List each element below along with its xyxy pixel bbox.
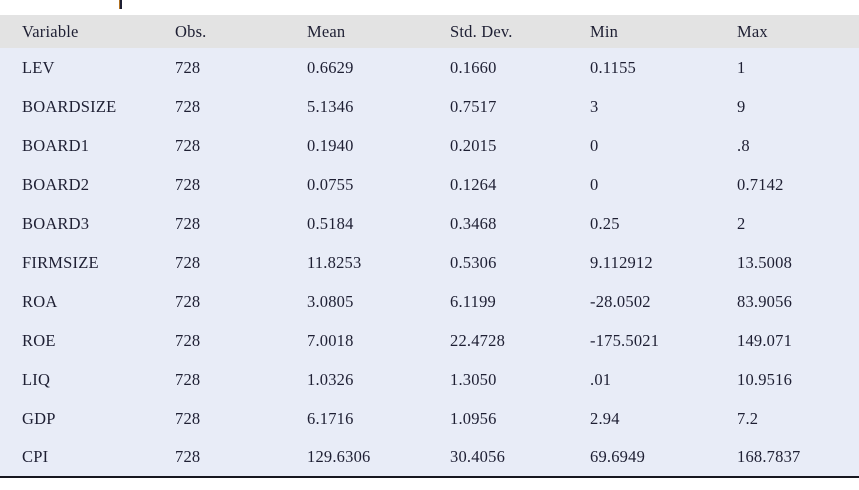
variable-name: BOARD2	[0, 165, 175, 204]
cell-min: -28.0502	[590, 282, 737, 321]
cell-max: 10.9516	[737, 360, 859, 399]
cell-min: 3	[590, 87, 737, 126]
variable-name: BOARD1	[0, 126, 175, 165]
variable-name: LIQ	[0, 360, 175, 399]
variable-name: GDP	[0, 399, 175, 438]
cell-min: -175.5021	[590, 321, 737, 360]
cell-obs: 728	[175, 243, 307, 282]
cell-max: 149.071	[737, 321, 859, 360]
cell-obs: 728	[175, 87, 307, 126]
cell-obs: 728	[175, 399, 307, 438]
cell-mean: 5.1346	[307, 87, 450, 126]
cell-std-dev: 0.1660	[450, 48, 590, 87]
variable-name: BOARDSIZE	[0, 87, 175, 126]
cell-std-dev: 0.1264	[450, 165, 590, 204]
cell-mean: 0.5184	[307, 204, 450, 243]
cell-mean: 11.8253	[307, 243, 450, 282]
cell-min: 0	[590, 165, 737, 204]
table-row-firmsize: FIRMSIZE 728 11.8253 0.5306 9.112912 13.5008	[0, 243, 859, 282]
cell-obs: 728	[175, 360, 307, 399]
table-row-liq: LIQ 728 1.0326 1.3050.01 10.9516	[0, 360, 859, 399]
descriptive-statistics-table: Variable Obs. Mean Std. Dev. Min Max LEV 728 0.…	[0, 15, 859, 478]
cell-obs: 728	[175, 438, 307, 477]
table-row-roa: ROA 728 3.0805 6.1199 -28.0502 83.9056	[0, 282, 859, 321]
cell-mean: 1.0326	[307, 360, 450, 399]
cell-min: 0.1155	[590, 48, 737, 87]
cell-max: 2	[737, 204, 859, 243]
cell-std-dev: 0.3468	[450, 204, 590, 243]
variable-name: ROE	[0, 321, 175, 360]
variable-name: CPI	[0, 438, 175, 477]
cell-obs: 728	[175, 204, 307, 243]
table-row-roe: ROE 728 7.0018 22.4728 -175.5021 149.071	[0, 321, 859, 360]
cell-max: 83.9056	[737, 282, 859, 321]
cell-max: 1	[737, 48, 859, 87]
cell-obs: 728	[175, 321, 307, 360]
cell-obs: 728	[175, 126, 307, 165]
cell-min: 9.112912	[590, 243, 737, 282]
cell-mean: 129.6306	[307, 438, 450, 477]
cell-mean: 3.0805	[307, 282, 450, 321]
table-row-gdp: GDP 728 6.1716 1.0956 2.94 7.2	[0, 399, 859, 438]
cell-obs: 728	[175, 282, 307, 321]
cell-min: 0	[590, 126, 737, 165]
cell-min: .01	[590, 360, 737, 399]
table-row-boardsize: BOARDSIZE 728 5.1346 0.7517 3 9	[0, 87, 859, 126]
cell-mean: 0.6629	[307, 48, 450, 87]
cell-max: 7.2	[737, 399, 859, 438]
cell-min: 0.25	[590, 204, 737, 243]
cell-std-dev: 0.2015	[450, 126, 590, 165]
table-row-board1: BOARD1 728 0.1940 0.2015 0.8	[0, 126, 859, 165]
cell-max: .8	[737, 126, 859, 165]
variable-name: LEV	[0, 48, 175, 87]
cell-std-dev: 1.3050	[450, 360, 590, 399]
cell-max: 168.7837	[737, 438, 859, 477]
cell-std-dev: 0.7517	[450, 87, 590, 126]
cell-std-dev: 30.4056	[450, 438, 590, 477]
table-header-row: Variable Obs. Mean Std. Dev. Min Max	[0, 15, 859, 48]
cell-std-dev: 22.4728	[450, 321, 590, 360]
column-header-std-dev: Std. Dev.	[450, 15, 590, 48]
column-header-obs: Obs.	[175, 15, 307, 48]
column-header-mean: Mean	[307, 15, 450, 48]
cell-obs: 728	[175, 165, 307, 204]
cell-max: 9	[737, 87, 859, 126]
cropped-caption-remnant	[119, 0, 122, 9]
variable-name: FIRMSIZE	[0, 243, 175, 282]
table-body: LEV 728 0.6629 0.1660 0.1155 1 BOARDSIZE 728 5.1…	[0, 48, 859, 477]
cell-mean: 7.0018	[307, 321, 450, 360]
table-row-lev: LEV 728 0.6629 0.1660 0.1155 1	[0, 48, 859, 87]
variable-name: BOARD3	[0, 204, 175, 243]
table-row-cpi: CPI 728 129.6306 30.4056 69.6949 168.7837	[0, 438, 859, 477]
cell-std-dev: 1.0956	[450, 399, 590, 438]
cell-min: 69.6949	[590, 438, 737, 477]
variable-name: ROA	[0, 282, 175, 321]
cell-max: 13.5008	[737, 243, 859, 282]
cell-std-dev: 0.5306	[450, 243, 590, 282]
column-header-max: Max	[737, 15, 859, 48]
table-row-board3: BOARD3 728 0.5184 0.3468 0.25 2	[0, 204, 859, 243]
table-row-board2: BOARD2 728 0.0755 0.1264 0 0.7142	[0, 165, 859, 204]
column-header-variable: Variable	[0, 15, 175, 48]
column-header-min: Min	[590, 15, 737, 48]
cell-min: 2.94	[590, 399, 737, 438]
cell-max: 0.7142	[737, 165, 859, 204]
cell-mean: 0.1940	[307, 126, 450, 165]
cell-mean: 0.0755	[307, 165, 450, 204]
header-row: Variable Obs. Mean Std. Dev. Min Max	[0, 15, 859, 48]
cell-obs: 728	[175, 48, 307, 87]
cell-std-dev: 6.1199	[450, 282, 590, 321]
cell-mean: 6.1716	[307, 399, 450, 438]
